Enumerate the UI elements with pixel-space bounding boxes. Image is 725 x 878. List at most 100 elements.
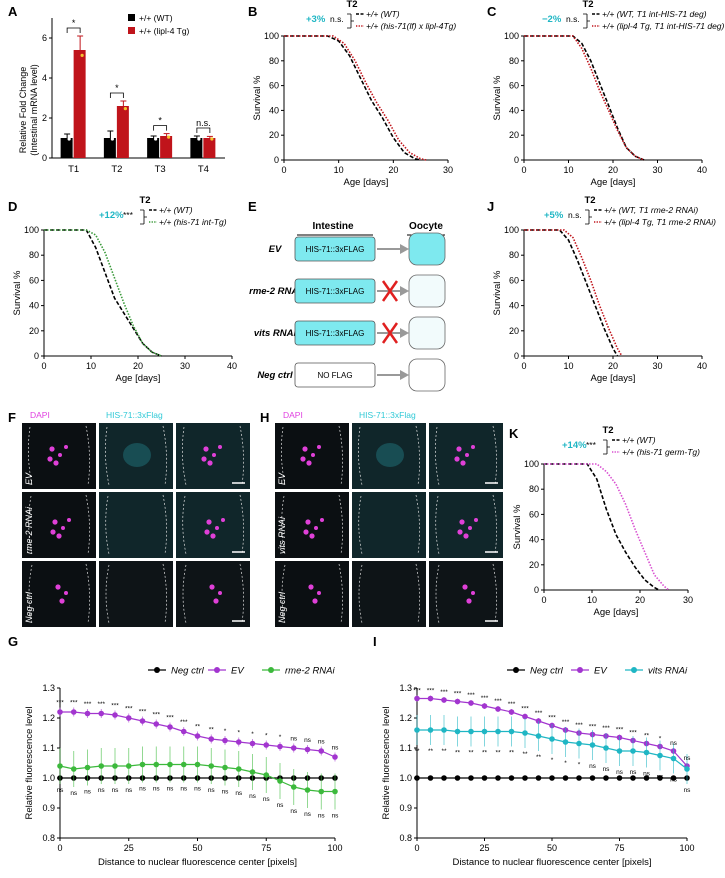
data-point bbox=[263, 742, 270, 748]
legend-marker bbox=[631, 667, 637, 673]
significance-rnai: ns bbox=[670, 777, 678, 784]
block-cross-icon bbox=[381, 322, 399, 344]
x-tick-label: 75 bbox=[614, 843, 624, 853]
bar bbox=[160, 136, 173, 158]
x-tick-label: 0 bbox=[414, 843, 419, 853]
significance-rnai: ns bbox=[180, 786, 188, 793]
data-point bbox=[98, 763, 105, 769]
x-tick-label: 30 bbox=[180, 361, 190, 371]
effect-percent: +14% bbox=[562, 440, 587, 451]
legend-marker bbox=[154, 667, 160, 673]
y-axis-label: Survival % bbox=[492, 75, 503, 120]
data-point bbox=[468, 728, 474, 735]
x-tick-label: 20 bbox=[388, 165, 398, 175]
schematic-row-label: Neg ctrl bbox=[257, 370, 293, 381]
micrograph-image bbox=[435, 494, 498, 555]
significance-label: *** bbox=[123, 210, 134, 220]
nucleus-dot bbox=[317, 445, 321, 449]
x-tick-label: 0 bbox=[521, 361, 526, 371]
micrograph-image bbox=[358, 425, 420, 486]
significance-ev: ns bbox=[332, 745, 340, 752]
data-point bbox=[454, 728, 461, 735]
data-point bbox=[154, 137, 158, 141]
data-point bbox=[414, 727, 420, 733]
legend-bracket bbox=[347, 13, 354, 29]
x-tick-label: 100 bbox=[679, 843, 694, 853]
x-tick-label: 10 bbox=[563, 361, 573, 371]
data-point bbox=[508, 709, 515, 715]
channel-header-dapi: DAPI bbox=[283, 410, 303, 420]
significance-rnai: * bbox=[551, 757, 554, 764]
significance-rnai: ns bbox=[249, 793, 257, 800]
significance-label: n.s. bbox=[568, 210, 582, 220]
x-tick-label: 40 bbox=[697, 361, 707, 371]
micrograph-image bbox=[28, 494, 90, 555]
legend-label-tg: +/+ (lipl-4 Tg) bbox=[139, 26, 190, 36]
significance-rnai: ** bbox=[428, 748, 434, 755]
nucleus-dot bbox=[64, 445, 68, 449]
legend-label: rme-2 RNAi bbox=[285, 666, 336, 677]
panel-letter-k: K bbox=[509, 426, 519, 441]
micrograph-cell bbox=[176, 492, 250, 558]
intestine-box-label: HIS-71::3xFLAG bbox=[306, 329, 365, 338]
significance-rnai: ** bbox=[441, 748, 447, 755]
nucleus-dot bbox=[67, 518, 71, 522]
nucleus-dot bbox=[471, 445, 475, 449]
data-point bbox=[153, 761, 160, 768]
data-point bbox=[167, 724, 173, 730]
nucleus-dot bbox=[55, 584, 61, 590]
survival-line bbox=[284, 35, 421, 161]
micrograph-cell bbox=[99, 423, 173, 489]
micrograph-image bbox=[105, 494, 167, 555]
data-point bbox=[112, 763, 118, 769]
data-point bbox=[589, 775, 596, 781]
survival-line bbox=[44, 229, 162, 357]
legend-label: +/+ (his-71 int-Tg) bbox=[159, 217, 227, 227]
intestine-box-label: HIS-71::3xFLAG bbox=[306, 287, 365, 296]
legend-marker bbox=[268, 667, 274, 673]
data-point bbox=[249, 740, 256, 747]
micrograph-image bbox=[281, 563, 343, 624]
significance-ev: *** bbox=[616, 727, 624, 734]
nucleus-dot bbox=[49, 446, 55, 452]
micrograph-image bbox=[28, 425, 90, 486]
schematic-row-label: vits RNAi bbox=[254, 328, 297, 339]
micrograph-image bbox=[105, 563, 167, 624]
panel-letter-e: E bbox=[248, 199, 257, 214]
data-point bbox=[110, 137, 114, 141]
nucleus-dot bbox=[468, 526, 472, 530]
significance-ev: *** bbox=[481, 695, 489, 702]
nucleus-dot bbox=[213, 598, 219, 604]
data-point bbox=[318, 788, 325, 795]
x-axis-label: Distance to nuclear fluorescence center … bbox=[452, 857, 651, 868]
cell-outline bbox=[105, 494, 167, 555]
data-point bbox=[495, 775, 501, 781]
significance-rnai: ns bbox=[290, 808, 298, 815]
data-point bbox=[332, 788, 338, 795]
nucleus-dot bbox=[317, 591, 321, 595]
data-point bbox=[562, 739, 569, 745]
data-point bbox=[643, 749, 650, 756]
data-point bbox=[670, 755, 677, 762]
data-point bbox=[508, 775, 515, 781]
y-tick-label: 100 bbox=[504, 31, 519, 41]
significance-label: * bbox=[115, 83, 119, 93]
nucleus-dot bbox=[312, 598, 318, 604]
data-point bbox=[576, 740, 582, 747]
cell-outline bbox=[281, 563, 343, 624]
nucleus-dot bbox=[221, 518, 225, 522]
data-point bbox=[549, 736, 555, 742]
y-tick-label: 0 bbox=[514, 351, 519, 361]
x-axis-label: Age [days] bbox=[344, 177, 389, 188]
data-point bbox=[222, 737, 228, 744]
data-point bbox=[318, 748, 325, 754]
significance-label: n.s. bbox=[566, 14, 580, 24]
legend-label: EV bbox=[231, 666, 245, 677]
micrograph-cell: EV bbox=[275, 423, 349, 489]
micrograph-cell: vits RNAi bbox=[275, 492, 349, 558]
y-tick-label: 60 bbox=[29, 275, 39, 285]
nucleus-dot bbox=[306, 460, 312, 466]
data-point bbox=[522, 730, 528, 736]
y-tick-label: 1.0 bbox=[42, 773, 55, 783]
nucleus-dot bbox=[59, 598, 65, 604]
